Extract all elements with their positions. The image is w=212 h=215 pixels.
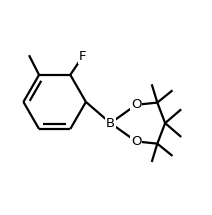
Text: F: F bbox=[79, 50, 86, 63]
Text: O: O bbox=[131, 135, 141, 148]
Text: B: B bbox=[106, 117, 115, 130]
Text: O: O bbox=[131, 98, 141, 111]
